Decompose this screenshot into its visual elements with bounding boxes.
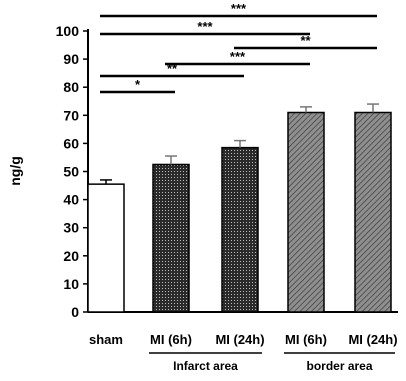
y-axis-label: ng/g [7, 156, 23, 186]
y-tick-label: 20 [63, 248, 79, 264]
y-tick-label: 90 [63, 51, 79, 67]
y-tick-label: 100 [56, 23, 80, 39]
x-tick-label: MI (24h) [348, 332, 397, 347]
bar [354, 111, 392, 313]
x-tick-label: MI (6h) [285, 332, 327, 347]
x-tick-label: MI (6h) [150, 332, 192, 347]
significance-label: ** [300, 33, 311, 48]
significance-label: *** [231, 1, 247, 16]
y-tick-label: 40 [63, 192, 79, 208]
significance-label: *** [230, 49, 246, 64]
y-tick-label: 50 [63, 164, 79, 180]
significance-label: * [135, 77, 141, 92]
y-tick-label: 80 [63, 79, 79, 95]
y-tick-label: 70 [63, 107, 79, 123]
significance-label: *** [197, 19, 213, 34]
group-label: border area [306, 359, 372, 373]
bar [287, 111, 325, 313]
x-tick-label: sham [89, 332, 123, 347]
y-tick-label: 10 [63, 276, 79, 292]
group-label: Infarct area [173, 359, 238, 373]
bar [152, 163, 190, 313]
y-tick-label: 0 [71, 304, 79, 320]
y-tick-label: 60 [63, 135, 79, 151]
bar [87, 183, 125, 313]
y-tick-label: 30 [63, 220, 79, 236]
x-tick-label: MI (24h) [215, 332, 264, 347]
bar [221, 146, 259, 313]
significance-label: ** [167, 61, 178, 76]
